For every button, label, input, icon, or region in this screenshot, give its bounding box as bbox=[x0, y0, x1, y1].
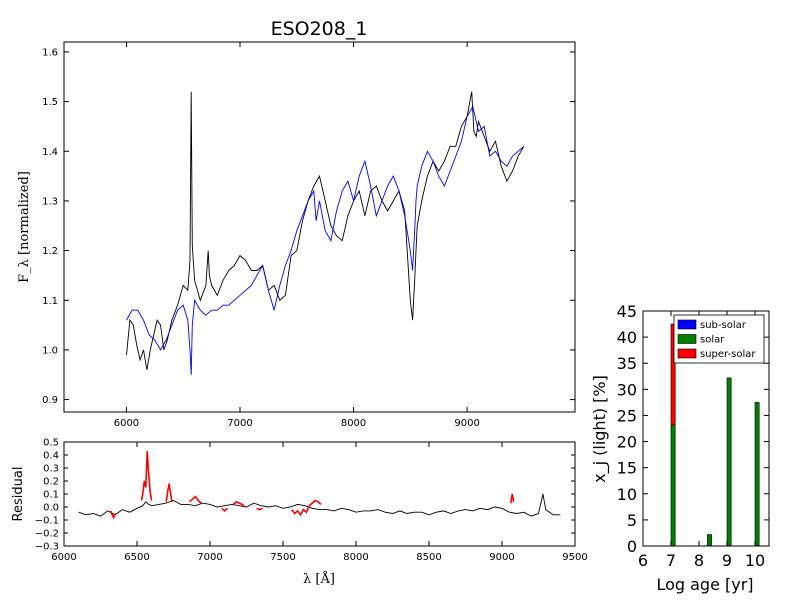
legend-label-2: super-solar bbox=[700, 349, 756, 360]
spectrum-series-line-1 bbox=[126, 105, 525, 375]
histogram-ticks-group: 6 7 8 9 10 0 5 10 15 20 25 30 35 40 45 bbox=[617, 302, 769, 570]
spectrum-y-tick-label: 1.1 bbox=[42, 296, 58, 307]
spectrum-series-group bbox=[126, 91, 525, 375]
histogram-bar-solar-0 bbox=[670, 424, 676, 547]
histogram-y-tick-label: 10 bbox=[617, 485, 637, 504]
residual-x-tick-label: 6000 bbox=[51, 552, 76, 563]
residual-x-tick-label: 8000 bbox=[343, 552, 368, 563]
spectrum-y-tick-label: 1.2 bbox=[42, 246, 58, 257]
spectrum-x-tick-label: 6000 bbox=[114, 418, 139, 429]
spectrum-x-tick-label: 9000 bbox=[454, 418, 479, 429]
spectrum-y-axis-label: F_λ [normalized] bbox=[17, 171, 32, 283]
residual-masked-segment-5 bbox=[232, 500, 246, 508]
spectrum-x-tick-label: 7000 bbox=[227, 418, 252, 429]
histogram-bar-solar-2 bbox=[726, 377, 732, 547]
residual-y-tick-label: 0.5 bbox=[43, 438, 59, 449]
histogram-y-tick-label: 15 bbox=[617, 459, 637, 478]
histogram-y-tick-label: 20 bbox=[617, 433, 637, 452]
histogram-y-tick-label: 5 bbox=[627, 511, 637, 530]
legend-swatch-1 bbox=[677, 334, 697, 344]
residual-x-tick-label: 9000 bbox=[489, 552, 514, 563]
histogram-x-tick-label: 6 bbox=[638, 551, 648, 570]
spectrum-y-tick-label: 1.6 bbox=[42, 47, 58, 58]
residual-x-tick-label: 7500 bbox=[270, 552, 295, 563]
histogram-legend: sub-solar solar super-solar bbox=[673, 314, 765, 364]
legend-label-1: solar bbox=[700, 335, 725, 346]
residual-masked-segment-6 bbox=[256, 507, 263, 511]
residual-y-tick-label: 0.4 bbox=[43, 451, 59, 462]
legend-swatch-0 bbox=[677, 319, 697, 330]
residual-y-tick-label: −0.2 bbox=[35, 529, 59, 540]
spectrum-axes-frame bbox=[63, 41, 576, 413]
histogram-y-tick-label: 25 bbox=[617, 406, 637, 425]
spectrum-panel: ESO208_1 6000 7000 8000 9000 0.9 1.0 1.1 1.2 1.3… bbox=[17, 18, 576, 429]
histogram-bar-solar-1 bbox=[707, 534, 712, 547]
histogram-y-tick-label: 30 bbox=[617, 380, 637, 399]
residual-masked-segment-8 bbox=[510, 493, 515, 504]
spectrum-y-tick-label: 1.5 bbox=[42, 97, 58, 108]
histogram-bar-super-solar-0 bbox=[670, 323, 676, 426]
histogram-bar-solar-3 bbox=[754, 402, 760, 547]
chart-title: ESO208_1 bbox=[271, 18, 368, 40]
histogram-x-tick-label: 9 bbox=[722, 551, 732, 570]
residual-axes-frame bbox=[63, 441, 576, 547]
residual-y-tick-label: −0.1 bbox=[35, 516, 59, 527]
spectrum-series-line-0 bbox=[126, 91, 525, 370]
residual-masked-segment-7 bbox=[291, 499, 322, 517]
residual-x-tick-label: 9500 bbox=[562, 552, 587, 563]
residual-ticks-group: 6000 6500 7000 7500 8000 8500 9000 9500 −0.3 −0.2… bbox=[35, 438, 588, 564]
spectrum-y-tick-label: 1.4 bbox=[42, 147, 58, 158]
residual-masked-segment-1 bbox=[140, 451, 153, 501]
residual-y-tick-label: 0.1 bbox=[43, 490, 59, 501]
residual-x-tick-label: 7000 bbox=[197, 552, 222, 563]
spectrum-y-tick-label: 1.3 bbox=[42, 196, 58, 207]
residual-x-tick-label: 8500 bbox=[416, 552, 441, 563]
histogram-y-tick-label: 45 bbox=[617, 302, 637, 321]
residual-masked-segment-4 bbox=[221, 507, 229, 512]
histogram-y-tick-label: 40 bbox=[617, 328, 637, 347]
histogram-y-axis-label: x_j (light) [%] bbox=[590, 375, 610, 483]
histogram-x-axis-label: Log age [yr] bbox=[656, 575, 753, 594]
residual-series-group bbox=[78, 451, 561, 520]
residual-y-tick-label: 0.2 bbox=[43, 477, 59, 488]
residual-x-tick-label: 6500 bbox=[124, 552, 149, 563]
histogram-y-tick-label: 0 bbox=[627, 537, 637, 556]
legend-swatch-2 bbox=[677, 348, 697, 359]
residual-masked-segment-2 bbox=[165, 483, 173, 502]
residual-y-tick-label: 0.0 bbox=[43, 503, 59, 514]
legend-label-0: sub-solar bbox=[700, 320, 747, 331]
spectrum-y-tick-label: 1.0 bbox=[42, 345, 58, 356]
histogram-axes-frame bbox=[642, 310, 770, 547]
age-histogram-panel: 6 7 8 9 10 0 5 10 15 20 25 30 35 40 45 x_j (light) [%]… bbox=[590, 302, 770, 594]
spectrum-ticks-group: 6000 7000 8000 9000 0.9 1.0 1.1 1.2 1.3 1.4 1.5 1.6 bbox=[42, 42, 575, 429]
residual-panel: 6000 6500 7000 7500 8000 8500 9000 9500 −0.3 −0.2… bbox=[11, 438, 588, 588]
histogram-x-tick-label: 7 bbox=[666, 551, 676, 570]
histogram-x-tick-label: 10 bbox=[745, 551, 765, 570]
residual-masked-segment-0 bbox=[109, 510, 116, 520]
spectrum-y-tick-label: 0.9 bbox=[42, 395, 58, 406]
residual-series-line bbox=[78, 493, 561, 517]
residual-y-tick-label: 0.3 bbox=[43, 464, 59, 475]
histogram-x-tick-label: 8 bbox=[694, 551, 704, 570]
residual-x-axis-label: λ [Å] bbox=[303, 571, 335, 587]
residual-y-tick-label: −0.3 bbox=[35, 542, 59, 553]
residual-masked-segment-3 bbox=[189, 495, 202, 504]
residual-y-axis-label: Residual bbox=[11, 467, 26, 522]
spectrum-x-tick-label: 8000 bbox=[341, 418, 366, 429]
histogram-y-tick-label: 35 bbox=[617, 354, 637, 373]
